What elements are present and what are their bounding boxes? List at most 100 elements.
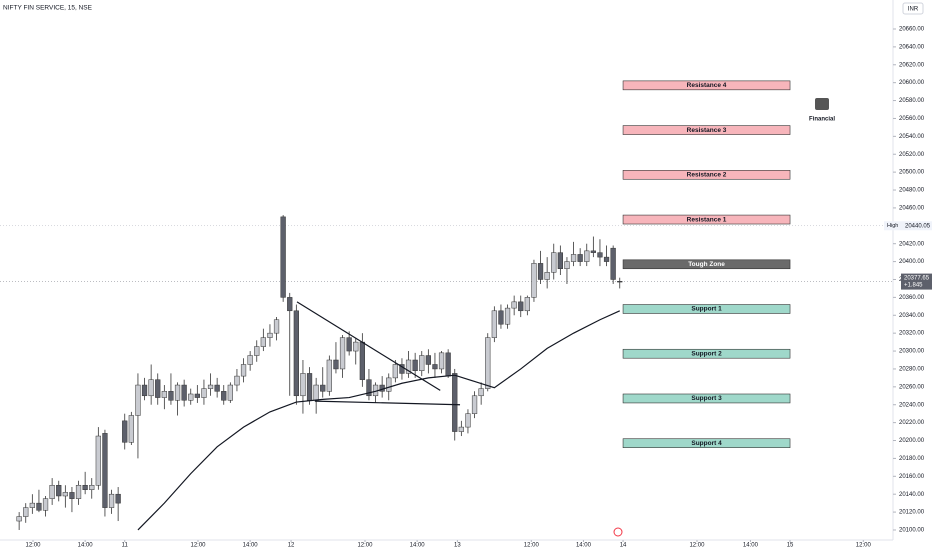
event-icon[interactable] xyxy=(613,527,623,537)
y-tick-label: 20260.00 xyxy=(899,384,925,390)
candle-body xyxy=(141,384,148,397)
currency-box[interactable] xyxy=(902,2,924,15)
x-tick-label: 12:00 xyxy=(25,543,41,549)
candle-body xyxy=(287,297,293,312)
zone xyxy=(622,170,791,180)
y-tick-label: 20420.00 xyxy=(899,241,925,247)
candle-body xyxy=(306,373,313,401)
x-tick-label: 14 xyxy=(620,543,627,549)
candle-body xyxy=(247,355,253,365)
candle-body xyxy=(280,216,286,298)
candle-body xyxy=(161,391,167,398)
y-tick-label: 20160.00 xyxy=(899,474,925,480)
high-label: High xyxy=(887,223,898,229)
logo: Financial xyxy=(809,98,835,123)
candle-body xyxy=(392,364,398,379)
x-tick-label: 11 xyxy=(122,543,129,549)
candle-body xyxy=(498,310,504,325)
candle-body xyxy=(458,426,464,432)
candle-body xyxy=(155,379,161,398)
candle-body xyxy=(366,379,372,397)
x-tick-label: 12:00 xyxy=(524,543,540,549)
y-tick-label: 20480.00 xyxy=(899,188,925,194)
currency[interactable]: INR xyxy=(908,7,919,13)
last-price-value: 20377.65 xyxy=(904,276,930,282)
candle-body xyxy=(300,373,306,397)
zone-label: Resistance 1 xyxy=(687,216,727,223)
candle-body xyxy=(425,355,431,365)
zone xyxy=(622,125,791,135)
candle-body xyxy=(584,250,590,262)
high-value: 20440.05 xyxy=(905,223,931,229)
candle-body xyxy=(273,319,280,334)
candle-body xyxy=(214,384,220,392)
x-tick-label: 13 xyxy=(454,543,461,549)
zone-label: Tough Zone xyxy=(688,261,725,268)
x-tick-label: 12 xyxy=(288,543,295,549)
candle-body xyxy=(544,272,550,280)
y-tick-label: 20320.00 xyxy=(899,331,925,337)
candle-body xyxy=(267,332,273,338)
candle-body xyxy=(181,384,187,401)
y-tick-label: 20460.00 xyxy=(899,205,925,211)
y-tick-label: 20140.00 xyxy=(899,492,925,498)
candle-body xyxy=(56,484,62,497)
zone xyxy=(622,259,791,270)
zone xyxy=(622,348,791,359)
candle-body xyxy=(419,355,425,371)
candle-body xyxy=(254,346,260,356)
zone-label: Support 1 xyxy=(691,306,722,313)
candle-body xyxy=(194,393,200,398)
candle-body xyxy=(240,364,247,377)
y-tick-label: 20360.00 xyxy=(899,295,925,301)
last-price-box xyxy=(901,273,932,290)
candle-body xyxy=(465,413,471,428)
candle-body xyxy=(478,388,484,397)
last-price-change: +1.845 xyxy=(904,283,923,289)
candle-body xyxy=(23,507,29,517)
candle-body xyxy=(438,352,445,370)
y-tick-label: 20120.00 xyxy=(899,510,925,516)
candle-body xyxy=(346,337,352,352)
candle-body xyxy=(452,373,458,432)
candle-body xyxy=(353,341,359,352)
zone xyxy=(622,80,791,91)
zone xyxy=(622,393,791,404)
x-tick-label: 14:00 xyxy=(410,543,426,549)
candle-body xyxy=(89,484,95,490)
candle-body xyxy=(432,364,438,370)
zone-label: Support 3 xyxy=(691,395,722,402)
zone xyxy=(622,438,791,448)
y-tick-label: 20520.00 xyxy=(899,152,925,158)
candle-body xyxy=(326,359,332,392)
candle-body xyxy=(551,252,557,273)
y-tick-label: 20180.00 xyxy=(899,456,925,462)
x-tick-label: 12:00 xyxy=(689,543,705,549)
chart-title: NIFTY FIN SERVICE, 15, NSE xyxy=(3,5,93,12)
candle-body xyxy=(16,516,22,522)
candle-body xyxy=(491,310,497,338)
candle-body xyxy=(42,498,49,511)
candle-body xyxy=(471,395,478,414)
x-tick-label: 14:00 xyxy=(78,543,94,549)
x-tick-label: 14:00 xyxy=(743,543,759,549)
candle-body xyxy=(62,492,68,497)
y-tick-label: 20500.00 xyxy=(899,170,925,176)
candle-body xyxy=(590,250,596,253)
candle-body xyxy=(518,301,524,312)
logo-text: Financial xyxy=(809,117,835,123)
candle-body xyxy=(603,256,610,262)
candle-body xyxy=(128,415,134,443)
candle-body xyxy=(227,384,233,401)
moving-average xyxy=(137,310,621,531)
candle-body xyxy=(115,493,121,504)
x-tick-label: 12:00 xyxy=(856,543,872,549)
candle-body xyxy=(610,247,616,280)
y-tick-label: 20540.00 xyxy=(899,134,925,140)
candle-body xyxy=(207,384,214,389)
candle-body xyxy=(570,254,577,262)
zone-label: Resistance 4 xyxy=(687,82,727,89)
candle-body xyxy=(293,310,299,397)
candle-body xyxy=(102,433,108,508)
